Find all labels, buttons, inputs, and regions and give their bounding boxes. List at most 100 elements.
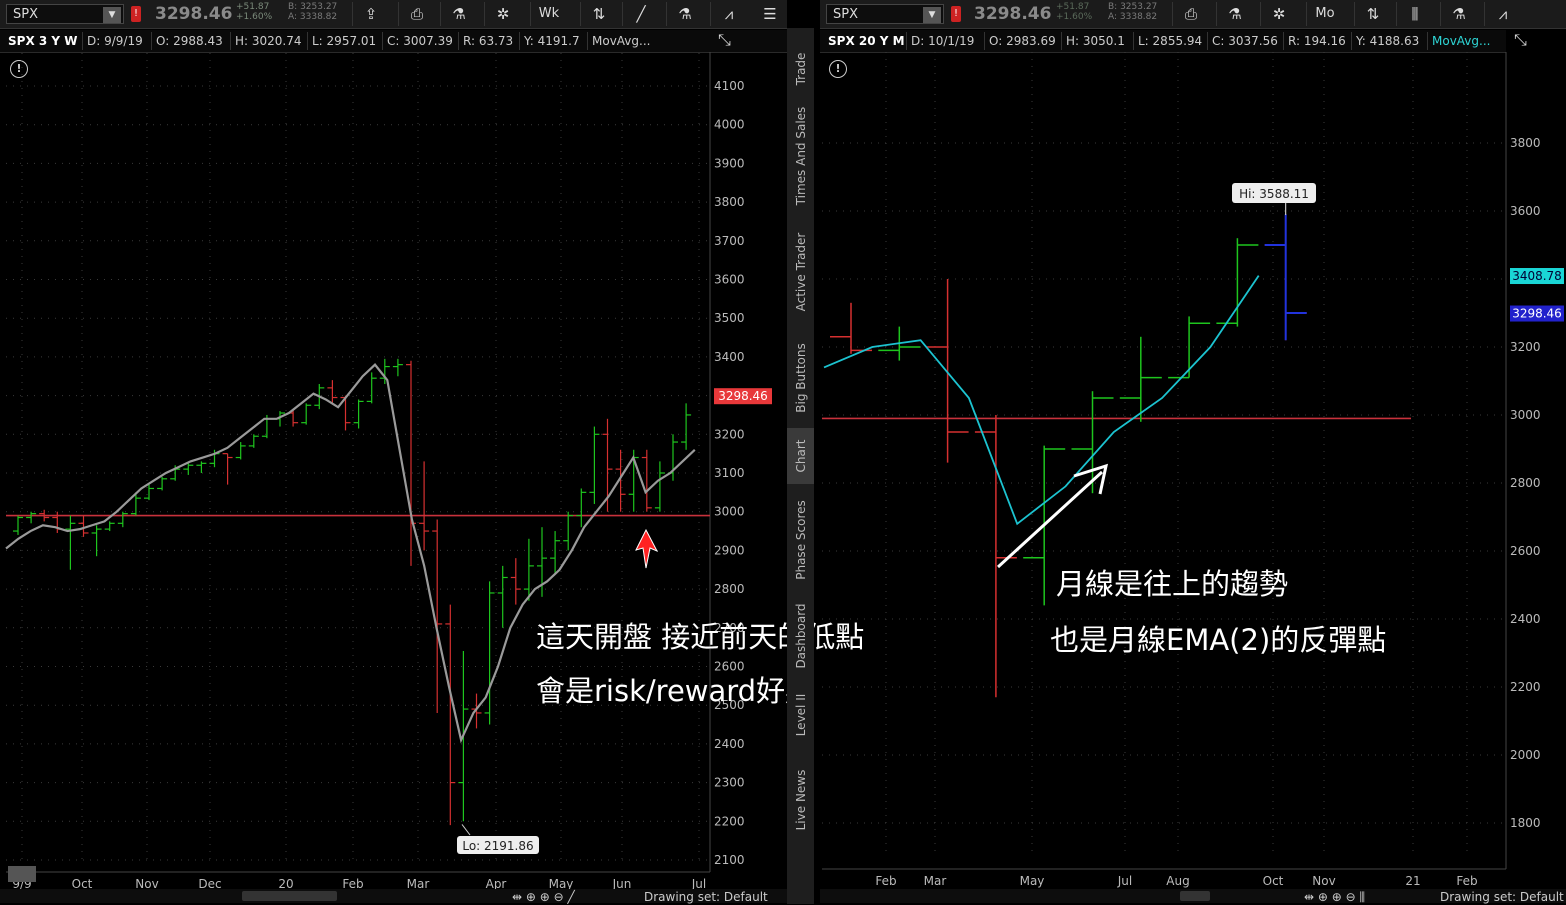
y-tick-label: 2600 (1510, 544, 1541, 558)
y-tick-label: 3000 (714, 505, 745, 519)
y-tick-label: 2200 (714, 814, 745, 828)
settings-gear-icon[interactable]: ✲ (484, 2, 521, 26)
price-tag (1510, 305, 1564, 322)
studies-flask-icon[interactable]: ⚗ (1216, 2, 1253, 26)
bar-close: C: 3007.39 (382, 32, 453, 50)
right-drawing-set[interactable]: Drawing set: Default (1440, 890, 1564, 904)
price-tag (714, 388, 772, 405)
left-chart[interactable]: 2100 2200 2300 2400 2500 2600 2700 2800 2900 3000… (0, 52, 787, 904)
bid-ask: B: 3253.27 A: 3338.82 (288, 2, 337, 22)
left-zoom-controls[interactable]: ⇹ ⊕ ⊕ ⊖ ╱ (512, 890, 575, 904)
y-tick-label: 3200 (714, 427, 745, 441)
x-tick-label: Oct (72, 877, 93, 891)
chart-style-icon[interactable]: ⇅ (1354, 2, 1391, 26)
ask-value: A: 3338.82 (288, 12, 338, 22)
tab-dashboard[interactable]: Dashboard (793, 603, 808, 669)
study-label[interactable]: MovAvg... (587, 32, 650, 50)
y-tick-label: 3000 (1510, 408, 1541, 422)
tab-big-buttons[interactable]: Big Buttons (793, 343, 808, 413)
y-tick-label: 2800 (714, 582, 745, 596)
tab-level-ii[interactable]: Level II (793, 693, 808, 737)
net-change-value: +51.87 (236, 2, 270, 12)
high-bubble (1232, 183, 1316, 204)
snapshot-icon[interactable]: ⎙ (1172, 2, 1209, 26)
bar-style-icon[interactable]: ⫼ (1396, 2, 1433, 26)
year-high: Y: 4188.63 (1351, 32, 1419, 50)
white-arrow-icon (996, 470, 1104, 569)
net-change: +51.87 +1.60% (1056, 2, 1092, 22)
bid-value: B: 3253.27 (1108, 2, 1158, 12)
symbol-dropdown-icon[interactable]: ▼ (923, 7, 941, 23)
settings-gear-icon[interactable]: ✲ (1260, 2, 1297, 26)
tab-times-and-sales[interactable]: Times And Sales (793, 106, 808, 206)
alert-badge: ! (951, 6, 961, 22)
y-tick-label: 2400 (714, 737, 745, 751)
moving-average-line (823, 275, 1260, 526)
bar-open: O: 2983.69 (984, 32, 1056, 50)
net-change: +51.87 +1.60% (236, 2, 272, 22)
moving-average-line (5, 363, 696, 744)
left-drawing-set[interactable]: Drawing set: Default (644, 890, 768, 904)
left-alert-icon[interactable]: ! (10, 60, 28, 78)
symbol-field[interactable]: SPX (826, 4, 944, 24)
collapse-icon[interactable]: ⤡ (718, 30, 731, 49)
last-price: 3298.46 (974, 4, 1052, 24)
right-chart[interactable]: 1800200022002400260028003000320034003600… (814, 52, 1566, 904)
x-tick-label: Jun (612, 877, 632, 891)
snapshot-icon[interactable]: ⎙ (398, 2, 435, 26)
bar-date: D: 10/1/19 (906, 32, 974, 50)
bar-low: L: 2957.01 (307, 32, 376, 50)
studies-flask-icon[interactable]: ⚗ (440, 2, 477, 26)
x-tick-label: Mar (924, 874, 947, 888)
tab-active-trader[interactable]: Active Trader (793, 232, 808, 312)
symbol-field[interactable]: SPX (6, 4, 124, 24)
left-scrollbar[interactable] (0, 889, 787, 903)
aggregation-button[interactable]: Mo (1306, 2, 1343, 26)
left-toolbar: SPX ▼ ! 3298.46 +51.87 +1.60% B: 3253.27… (0, 0, 787, 29)
drawings-icon[interactable]: ⩘ (1484, 2, 1521, 26)
y-tick-label: 1800 (1510, 816, 1541, 830)
left-scroll-thumb[interactable] (242, 891, 337, 901)
collapse-icon[interactable]: ⤡ (1514, 30, 1527, 49)
x-tick-label: Feb (1456, 874, 1477, 888)
right-zoom-controls[interactable]: ⇹ ⊕ ⊕ ⊖ ⫼ (1304, 890, 1365, 904)
bar-range: R: 63.73 (458, 32, 513, 50)
y-tick-label: 3500 (714, 311, 745, 325)
bar-range: R: 194.16 (1283, 32, 1346, 50)
share-icon[interactable]: ⇪ (352, 2, 389, 26)
pattern-flask-icon[interactable]: ⚗ (666, 2, 703, 26)
tab-phase-scores[interactable]: Phase Scores (793, 500, 808, 580)
tab-chart[interactable]: Chart (787, 428, 814, 484)
right-scroll-thumb[interactable] (1180, 891, 1210, 901)
study-label[interactable]: MovAvg... (1427, 32, 1490, 50)
low-bubble-pointer (461, 824, 471, 836)
menu-icon[interactable]: ☰ (763, 5, 777, 23)
alert-badge: ! (131, 6, 141, 22)
x-tick-label: Nov (1312, 874, 1335, 888)
right-scrollbar[interactable] (820, 889, 1566, 903)
y-tick-label: 2000 (1510, 748, 1541, 762)
net-change-pct: +1.60% (236, 12, 273, 22)
pattern-flask-icon[interactable]: ⚗ (1440, 2, 1477, 26)
x-tick-label: Feb (342, 877, 363, 891)
right-alert-icon[interactable]: ! (829, 60, 847, 78)
bar-low: L: 2855.94 (1133, 32, 1202, 50)
symbol-dropdown-icon[interactable]: ▼ (103, 7, 121, 23)
tab-trade[interactable]: Trade (793, 52, 808, 86)
y-tick-label: 2100 (714, 853, 745, 867)
aggregation-button[interactable]: Wk (530, 2, 567, 26)
drawing-line-icon[interactable]: ╱ (622, 2, 659, 26)
y-tick-label: 2900 (714, 543, 745, 557)
y-tick-label: 3800 (1510, 136, 1541, 150)
drawings-icon[interactable]: ⩘ (710, 2, 747, 26)
net-change-pct: +1.60% (1056, 12, 1093, 22)
chart-style-icon[interactable]: ⇅ (580, 2, 617, 26)
net-change-value: +51.87 (1056, 2, 1090, 12)
ema-tag-label: 3408.78 (1512, 269, 1562, 283)
x-tick-label: Feb (875, 874, 896, 888)
y-tick-label: 3600 (714, 273, 745, 287)
right-info-bar: SPX 20 Y M D: 10/1/19 O: 2983.69 H: 3050… (820, 30, 1506, 53)
y-tick-label: 4100 (714, 79, 745, 93)
tab-live-news[interactable]: Live News (793, 769, 808, 831)
y-tick-label: 3800 (714, 195, 745, 209)
